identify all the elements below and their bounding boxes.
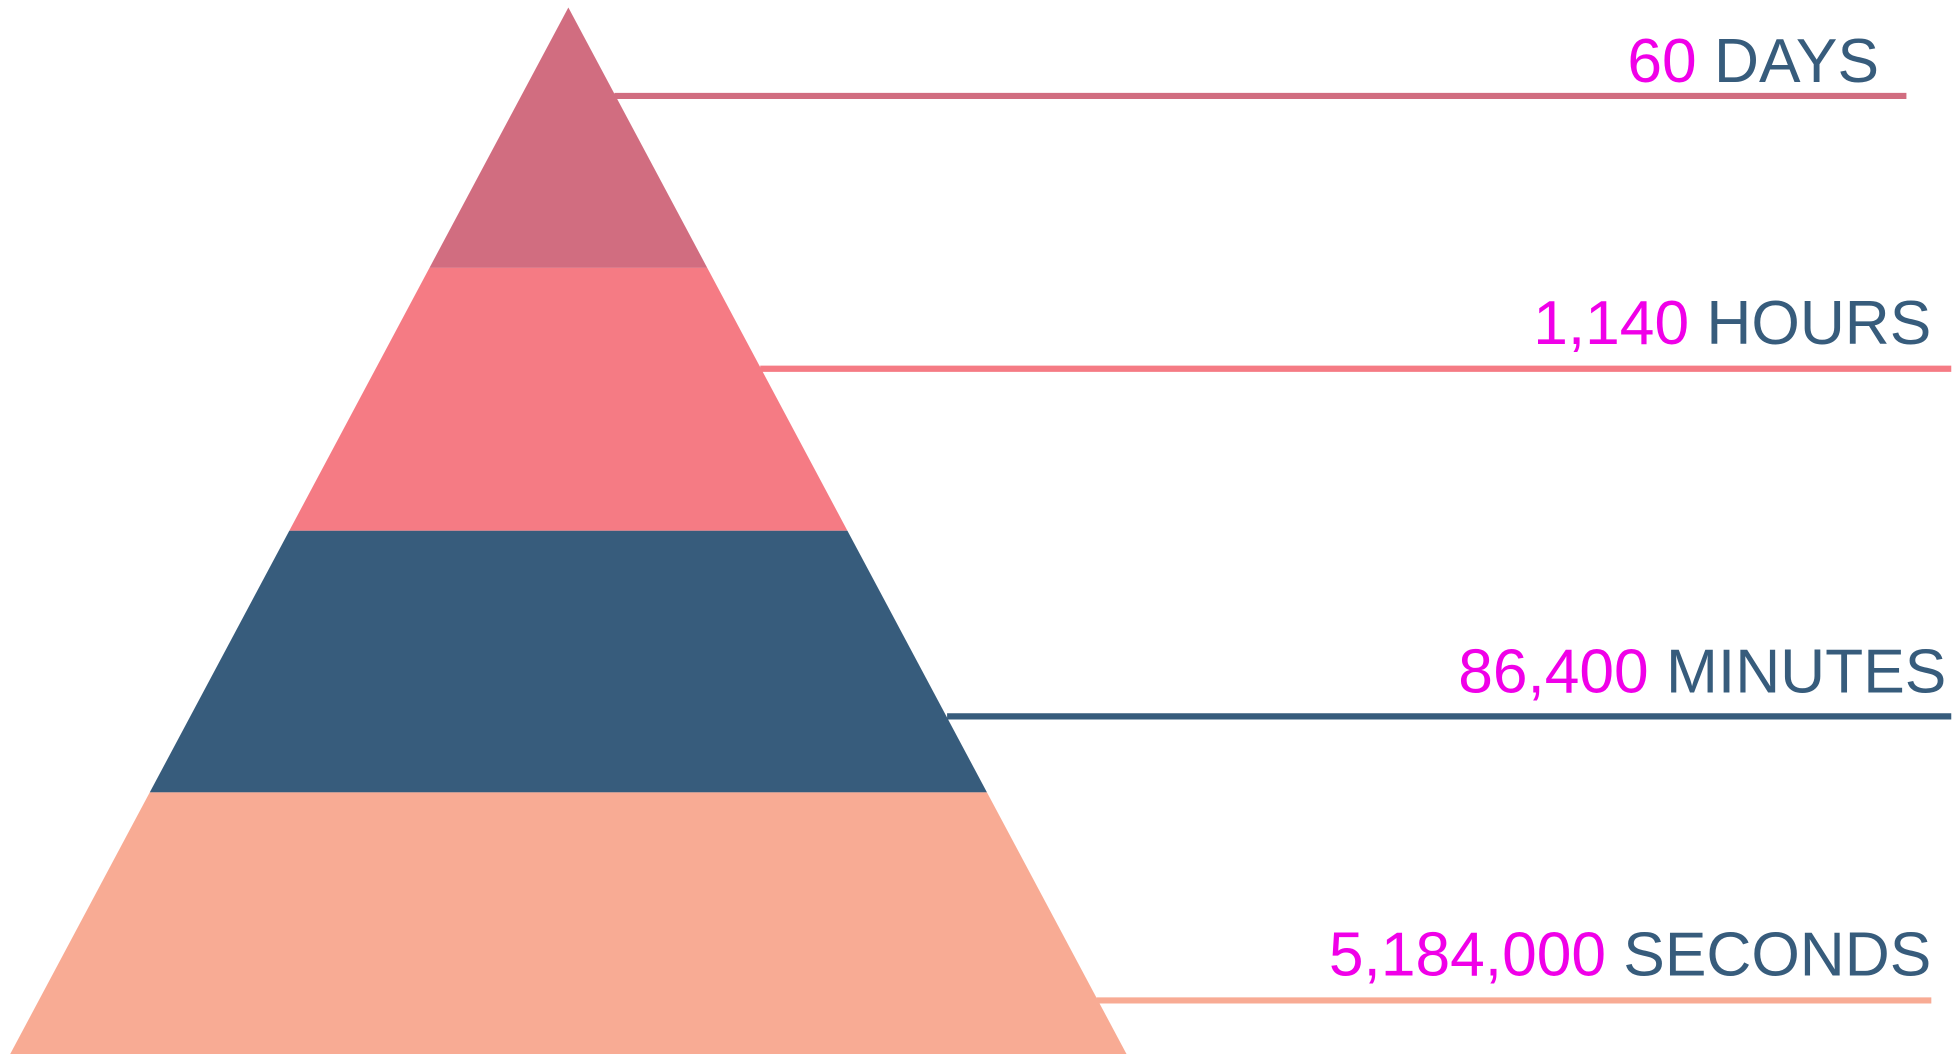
level-label: 5,184,000 SECONDS xyxy=(1329,921,1931,990)
level-number: 1,140 xyxy=(1533,289,1689,358)
level-label: 1,140 HOURS xyxy=(1533,289,1931,358)
level-unit: MINUTES xyxy=(1666,638,1946,707)
pyramid-band xyxy=(289,267,848,531)
pyramid-band xyxy=(429,7,708,268)
level-label: 86,400 MINUTES xyxy=(1458,638,1946,707)
level-number: 60 xyxy=(1627,27,1696,96)
level-unit: HOURS xyxy=(1706,289,1931,358)
level-number: 86,400 xyxy=(1458,638,1649,707)
level-label: 60 DAYS xyxy=(1627,27,1879,96)
pyramid-band xyxy=(10,792,1127,1054)
level-unit: SECONDS xyxy=(1623,921,1931,990)
pyramid-band xyxy=(149,530,987,793)
level-number: 5,184,000 xyxy=(1329,921,1606,990)
level-unit: DAYS xyxy=(1714,27,1879,96)
